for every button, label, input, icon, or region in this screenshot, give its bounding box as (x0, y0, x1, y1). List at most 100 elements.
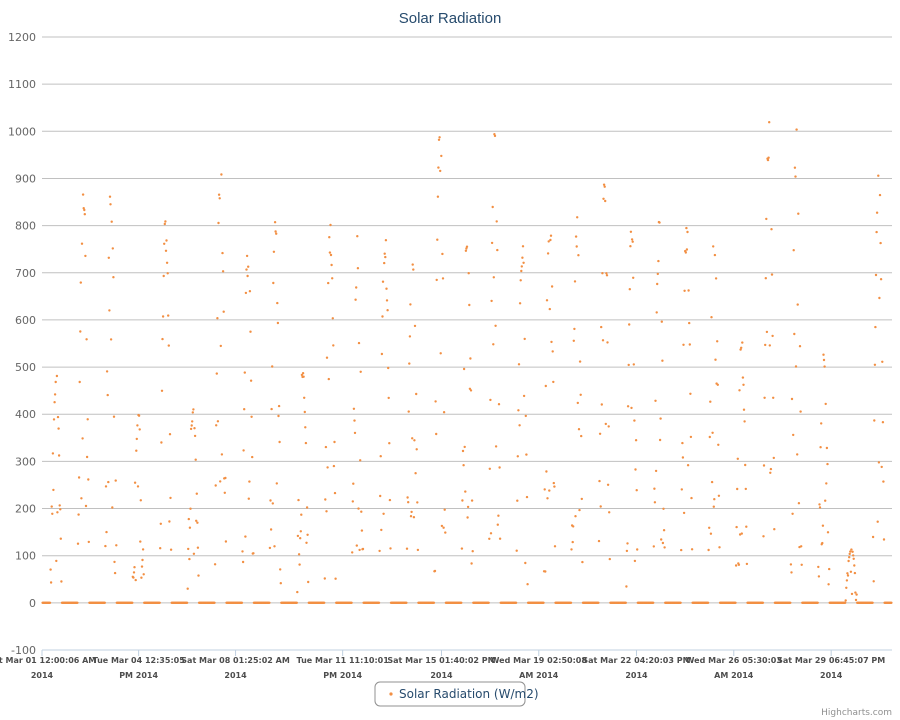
data-point (219, 344, 222, 348)
data-point (409, 515, 413, 518)
data-point (526, 583, 529, 586)
legend[interactable]: Solar Radiation (W/m2) (374, 681, 539, 707)
data-point (663, 546, 666, 549)
data-point (871, 535, 875, 539)
data-point (736, 457, 739, 460)
data-point (792, 249, 795, 252)
data-point (523, 337, 526, 341)
data-point (221, 251, 224, 255)
data-point (826, 462, 829, 466)
data-point (737, 563, 741, 566)
data-point (736, 487, 739, 491)
data-point (707, 548, 710, 552)
data-point (880, 465, 883, 469)
data-point (351, 500, 354, 503)
data-point (464, 249, 468, 252)
data-point (194, 458, 197, 461)
data-point (494, 324, 497, 327)
y-tick-label: 700 (15, 267, 36, 280)
data-point (569, 601, 573, 604)
data-point (761, 601, 765, 604)
data-point (163, 242, 166, 245)
data-point (629, 245, 632, 248)
data-point (853, 571, 857, 575)
data-point (86, 418, 89, 421)
data-point (604, 199, 607, 203)
data-point (796, 303, 799, 306)
data-point (357, 507, 360, 510)
data-point (195, 519, 198, 522)
data-point (77, 476, 81, 479)
data-point (745, 562, 749, 566)
data-point (710, 316, 713, 319)
data-point (104, 485, 108, 488)
data-point (277, 414, 280, 418)
data-point (628, 288, 631, 291)
data-point (882, 480, 885, 483)
data-point (137, 414, 141, 417)
data-point (578, 508, 581, 512)
data-point (796, 453, 799, 456)
data-point (218, 197, 221, 200)
data-point (353, 419, 356, 422)
data-point (79, 330, 82, 333)
data-point (406, 496, 409, 499)
data-point (493, 134, 497, 138)
data-point (248, 480, 251, 483)
data-point (462, 464, 465, 467)
data-point (791, 512, 794, 515)
data-point (827, 583, 830, 586)
data-point (133, 566, 136, 569)
data-point (115, 544, 118, 547)
data-point (274, 230, 277, 233)
data-point (380, 352, 384, 356)
data-point (217, 221, 220, 225)
data-point (217, 193, 221, 196)
data-point (689, 392, 692, 395)
data-point (251, 455, 254, 459)
data-point (525, 495, 529, 499)
data-point (549, 238, 552, 242)
data-point (355, 544, 358, 547)
data-point (413, 439, 416, 442)
x-tick-label: Tue Mar 11 11:10:01 (297, 656, 390, 665)
data-point (215, 424, 218, 427)
data-point (242, 449, 245, 452)
data-point (305, 541, 308, 544)
data-point (708, 526, 711, 529)
data-point (734, 601, 737, 604)
data-point (331, 277, 334, 280)
data-point (710, 480, 714, 484)
data-point (690, 548, 694, 551)
x-tick-label-line2: 2014 (224, 671, 247, 680)
data-point (744, 487, 747, 491)
credits-link[interactable]: Highcharts.com (821, 708, 892, 718)
data-point (103, 601, 107, 604)
data-point (661, 359, 664, 362)
data-point (654, 399, 657, 402)
data-point (278, 440, 281, 444)
data-point (78, 380, 81, 384)
data-point (196, 546, 200, 549)
data-point (845, 579, 849, 582)
legend-label[interactable]: Solar Radiation (W/m2) (399, 687, 539, 701)
data-point (660, 538, 663, 541)
data-point (111, 247, 115, 250)
data-point (492, 343, 495, 346)
y-tick-label: 0 (29, 597, 36, 610)
data-point (248, 290, 252, 293)
data-point (712, 245, 715, 248)
data-point (249, 330, 252, 333)
legend-marker (389, 692, 393, 696)
data-point (163, 222, 166, 226)
data-point (214, 484, 217, 487)
data-point (158, 601, 161, 604)
data-point (195, 492, 198, 495)
data-point (408, 335, 412, 338)
data-point (549, 234, 553, 237)
data-point (437, 166, 440, 169)
data-point (599, 505, 602, 508)
data-point (471, 550, 474, 553)
data-point (546, 252, 550, 255)
data-point (356, 235, 359, 238)
